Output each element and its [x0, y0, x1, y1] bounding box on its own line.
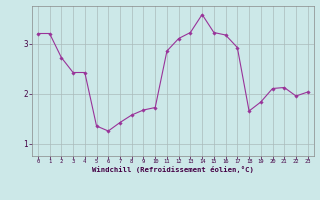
- X-axis label: Windchill (Refroidissement éolien,°C): Windchill (Refroidissement éolien,°C): [92, 166, 254, 173]
